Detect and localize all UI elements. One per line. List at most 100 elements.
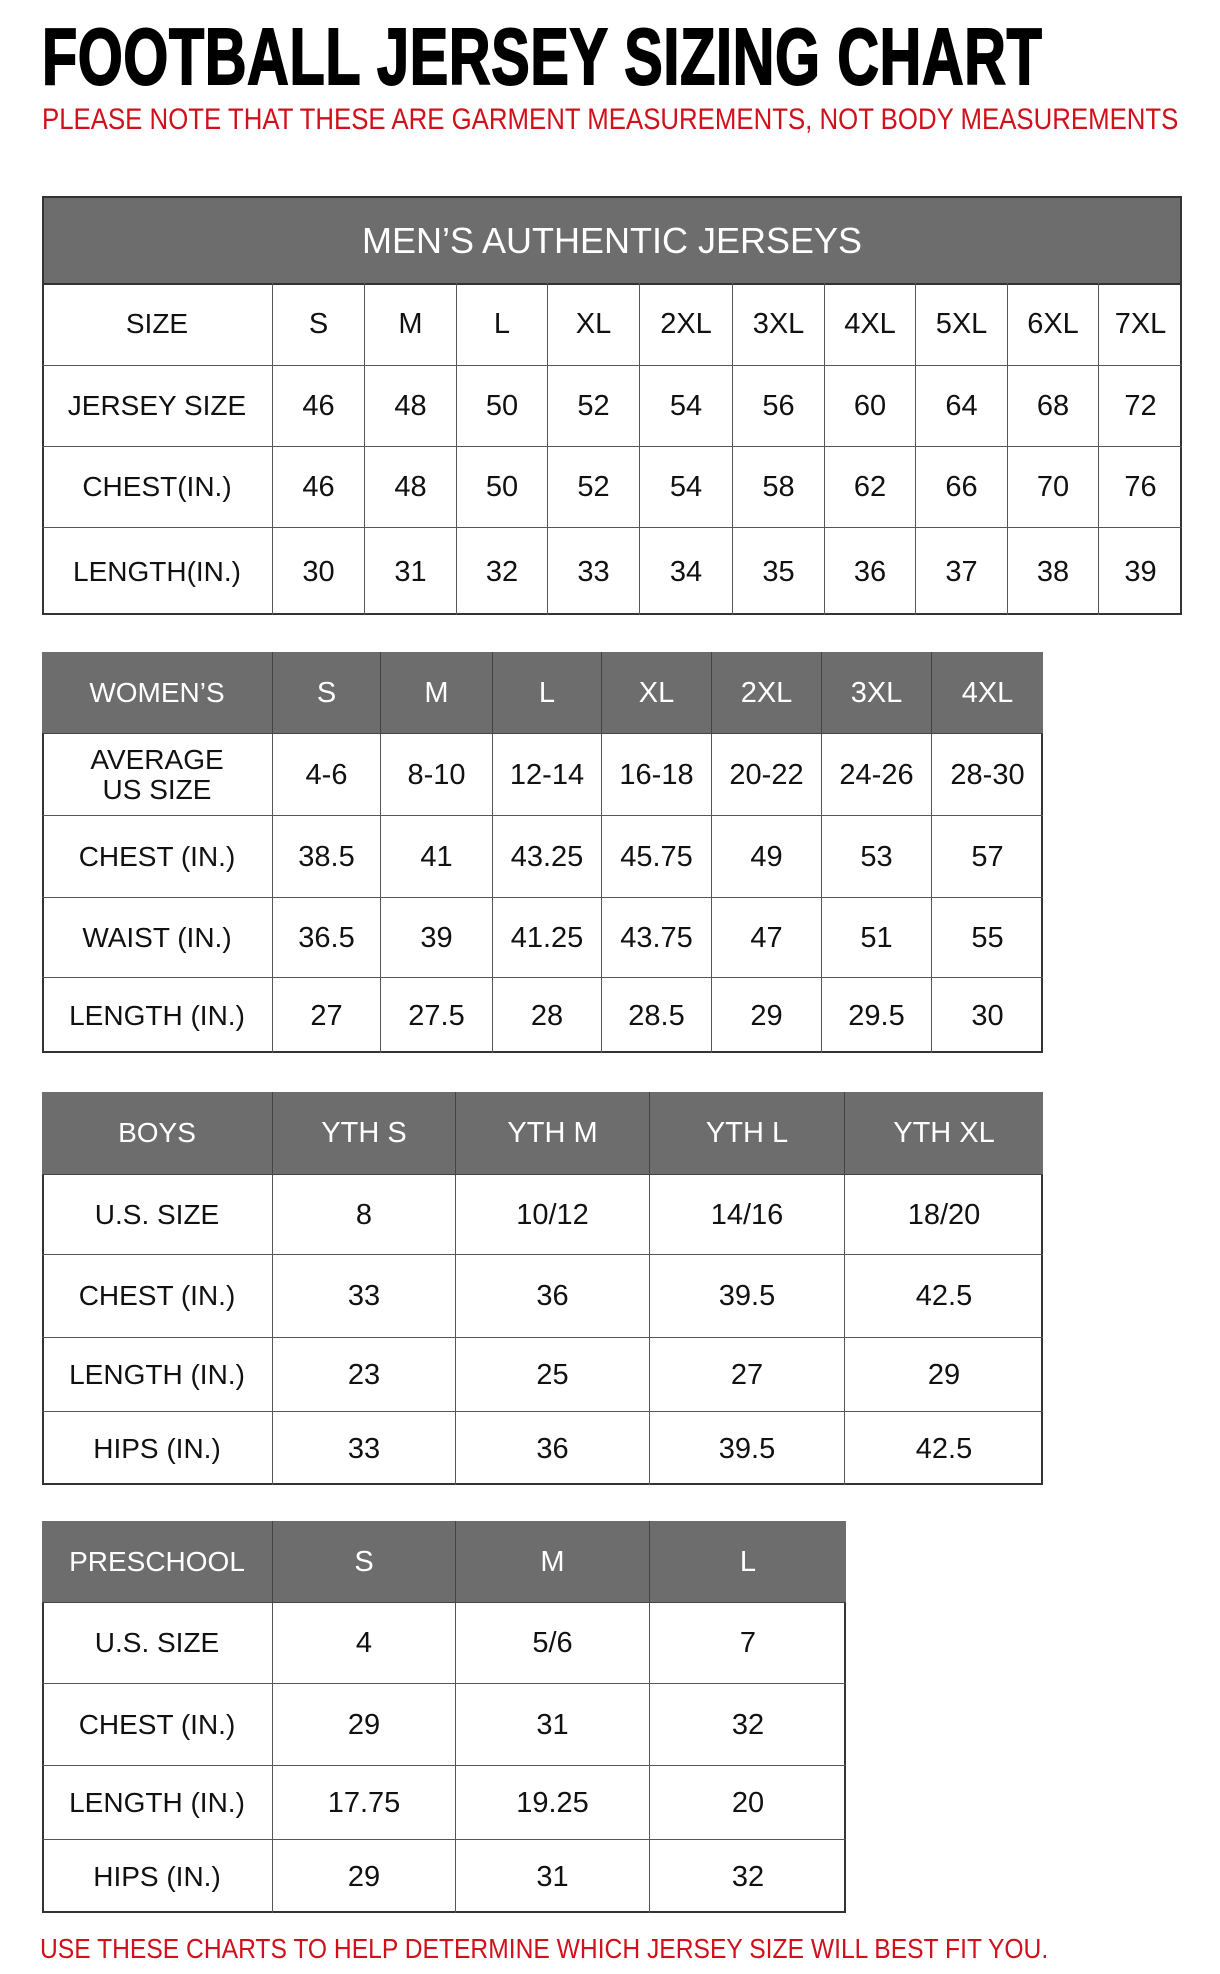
table-cell: 20	[650, 1766, 846, 1840]
column-header: S	[273, 652, 381, 734]
table-cell: 35	[733, 528, 825, 615]
table-cell: 5/6	[456, 1603, 650, 1684]
table-cell: 58	[733, 447, 825, 528]
row-label: U.S. SIZE	[42, 1603, 273, 1684]
table-cell: 38	[1008, 528, 1099, 615]
table-cell: 28-30	[932, 734, 1043, 816]
column-header: YTH L	[650, 1092, 845, 1175]
table-cell: 32	[650, 1684, 846, 1766]
table-cell: 32	[731, 1860, 765, 1893]
table-cell: 31	[456, 1684, 650, 1766]
column-header: 7XL	[1099, 283, 1182, 366]
column-header: YTH S	[273, 1092, 456, 1175]
table-cell: 14/16	[650, 1175, 845, 1255]
table-cell: 50	[457, 366, 548, 447]
table-cell: 17.75	[273, 1766, 456, 1840]
table-cell: 43.25	[493, 816, 602, 898]
table-cell: 49	[712, 816, 822, 898]
table-cell: 33	[273, 1255, 456, 1338]
table-cell: 39.5	[650, 1255, 845, 1338]
page-title: FOOTBALL JERSEY SIZING CHART	[41, 12, 1043, 101]
table-cell: 42.5	[845, 1255, 1043, 1338]
table-cell: 48	[365, 447, 457, 528]
table-cell: 28	[493, 978, 602, 1053]
table-cell: 45.75	[602, 816, 712, 898]
column-header: L	[493, 652, 602, 734]
table-cell: 31	[456, 1840, 650, 1913]
table-cell: 47	[712, 898, 822, 978]
garment-note: PLEASE NOTE THAT THESE ARE GARMENT MEASU…	[42, 103, 1179, 136]
table-cell: 50	[457, 447, 548, 528]
table-cell: 23	[273, 1338, 456, 1412]
table-cell: 54	[640, 447, 733, 528]
table-cell: 70	[1008, 447, 1099, 528]
column-header: SIZE	[42, 283, 273, 366]
column-header: YTH XL	[845, 1092, 1043, 1175]
row-label: HIPS (IN.)	[42, 1840, 273, 1913]
table-cell: 29	[273, 1684, 456, 1766]
column-header: PRESCHOOL	[42, 1521, 273, 1603]
table-cell: 72	[1099, 366, 1182, 447]
table-cell: 52	[548, 447, 640, 528]
table-cell: 37	[916, 528, 1008, 615]
boys-size-table: BOYS YTH S YTH M YTH L YTH XL U.S. SIZE 8 10/12…	[42, 1092, 1043, 1485]
table-cell: 30	[971, 999, 1004, 1032]
table-cell: 66	[916, 447, 1008, 528]
table-cell: 56	[733, 366, 825, 447]
column-header: 6XL	[1008, 283, 1099, 366]
column-header: YTH M	[456, 1092, 650, 1175]
table-cell: 27	[650, 1338, 845, 1412]
table-cell: 46	[273, 366, 365, 447]
table-cell: 25	[456, 1338, 650, 1412]
table-cell: 39.5	[650, 1412, 845, 1485]
table-cell: 19.25	[456, 1766, 650, 1840]
table-cell: 8-10	[381, 734, 493, 816]
column-header: 4XL	[932, 652, 1043, 734]
table-cell: 53	[822, 816, 932, 898]
row-label: CHEST (IN.)	[42, 816, 273, 898]
table-cell: 32	[457, 528, 548, 615]
table-cell: 41	[381, 816, 493, 898]
column-header: 4XL	[825, 283, 916, 366]
table-cell: 33	[548, 528, 640, 615]
row-label: CHEST (IN.)	[42, 1255, 273, 1338]
table-cell: 27.5	[381, 978, 493, 1053]
mens-size-table: MEN’S AUTHENTIC JERSEYS SIZE S M L XL 2XL 3XL 4X…	[42, 196, 1182, 615]
table-cell: 27	[273, 978, 381, 1053]
table-cell: 38.5	[273, 816, 381, 898]
table-cell: 36	[456, 1255, 650, 1338]
table-cell: 4-6	[273, 734, 381, 816]
table-cell: 54	[640, 366, 733, 447]
table-cell: 16-18	[602, 734, 712, 816]
column-header: BOYS	[42, 1092, 273, 1175]
row-label: WAIST (IN.)	[42, 898, 273, 978]
table-cell: 36	[456, 1412, 650, 1485]
table-cell: 20-22	[712, 734, 822, 816]
column-header: 2XL	[712, 652, 822, 734]
table-cell: 51	[822, 898, 932, 978]
table-cell: 57	[932, 816, 1043, 898]
table-cell: 18/20	[845, 1175, 1043, 1255]
column-header: L	[650, 1521, 846, 1603]
table-cell: 60	[825, 366, 916, 447]
column-header: M	[381, 652, 493, 734]
table-cell: 10/12	[456, 1175, 650, 1255]
row-label: CHEST (IN.)	[42, 1684, 273, 1766]
table-cell: 31	[365, 528, 457, 615]
table-cell: 12-14	[493, 734, 602, 816]
table-cell: 43.75	[602, 898, 712, 978]
column-header: 3XL	[822, 652, 932, 734]
table-cell: 55	[932, 898, 1043, 978]
table-cell: 76	[1099, 447, 1182, 528]
row-label: LENGTH (IN.)	[42, 1338, 273, 1412]
column-header: XL	[548, 283, 640, 366]
column-header: XL	[602, 652, 712, 734]
table-cell: 48	[365, 366, 457, 447]
column-header: S	[273, 283, 365, 366]
table-cell: 24-26	[822, 734, 932, 816]
row-label: AVERAGE US SIZE	[42, 734, 273, 816]
column-header: S	[273, 1521, 456, 1603]
table-cell: 41.25	[493, 898, 602, 978]
table-cell: 39	[381, 898, 493, 978]
preschool-size-table: PRESCHOOL S M L U.S. SIZE 4 5/6 7 CHEST (IN.) 29 3…	[42, 1521, 846, 1913]
